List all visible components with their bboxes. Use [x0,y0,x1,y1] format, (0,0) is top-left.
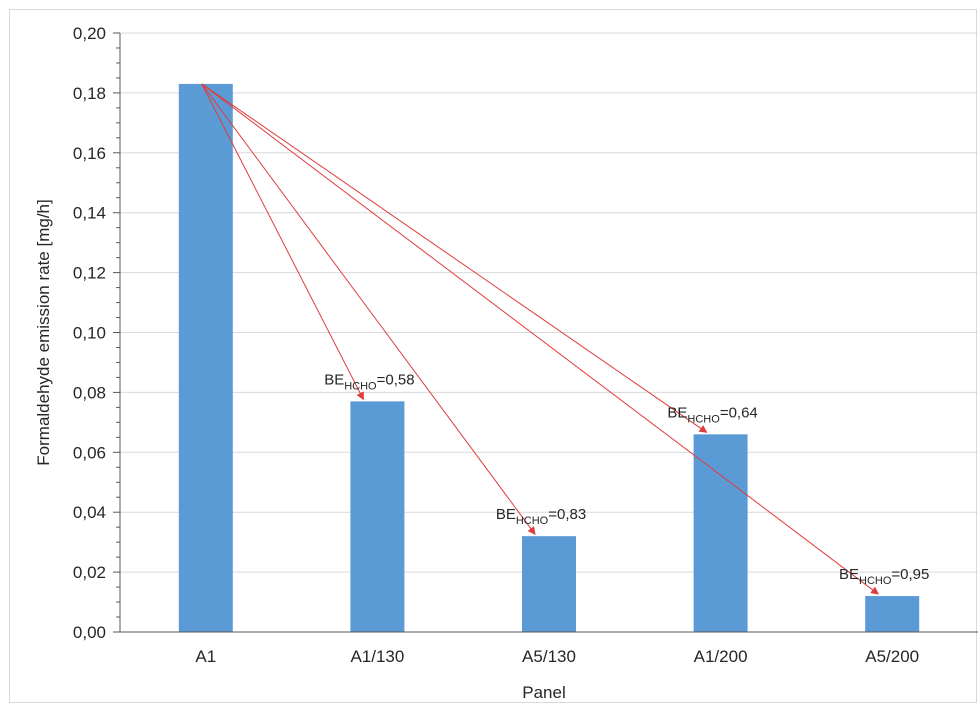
y-tick-label: 0,10 [73,324,106,343]
annotation-label: BE [839,566,859,583]
annotation-value: =0,64 [720,404,758,421]
bar-A1 [178,83,233,633]
y-tick-label: 0,14 [73,204,106,223]
y-axis-title: Formaldehyde emission rate [mg/h] [34,199,53,465]
annotation-value: =0,83 [548,506,586,523]
arrow-to-A1-130 [201,83,364,401]
annotation-subscript: HCHO [516,515,549,527]
y-tick-label: 0,08 [73,383,106,402]
annotation-subscript: HCHO [859,575,892,587]
x-tick-label: A1/130 [350,647,404,666]
bar-A1-200 [693,434,748,632]
annotation-A1-200: BEHCHO=0,64 [667,404,757,425]
annotation-label: BE [667,404,687,421]
y-tick-label: 0,16 [73,144,106,163]
arrow-to-A5-200 [201,83,879,595]
y-tick-label: 0,18 [73,84,106,103]
x-tick-label: A1 [195,647,216,666]
x-tick-label: A5/130 [522,647,576,666]
x-tick-label: A1/200 [694,647,748,666]
annotation-subscript: HCHO [687,413,720,425]
arrow-to-A1-200 [201,83,708,433]
x-tick-label: A5/200 [865,647,919,666]
annotation-subscript: HCHO [344,380,377,392]
annotation-A1-130: BEHCHO=0,58 [324,371,414,392]
y-tick-label: 0,00 [73,623,106,642]
axes [113,32,978,633]
y-tick-label: 0,20 [73,24,106,43]
arrow-to-A5-130 [201,83,536,535]
bars [178,83,920,633]
chart-frame [9,9,977,703]
labels: 0,00 0,02 0,04 0,06 0,08 0,10 0,12 0,14 0,16 0,18… [34,24,929,702]
y-tick-label: 0,04 [73,503,106,522]
bar-A5-130 [522,536,576,632]
annotation-A5-130: BEHCHO=0,83 [496,506,586,527]
y-tick-label: 0,06 [73,443,106,462]
gridlines [120,32,978,573]
annotation-label: BE [496,506,516,523]
arrows [201,83,879,595]
annotation-A5-200: BEHCHO=0,95 [839,566,929,587]
y-tick-label: 0,02 [73,563,106,582]
bar-A5-200 [865,596,920,632]
annotation-label: BE [324,371,344,388]
y-tick-label: 0,12 [73,264,106,283]
bar-A1-130 [350,401,405,632]
annotation-value: =0,95 [891,566,929,583]
x-axis-title: Panel [522,683,565,702]
annotation-value: =0,58 [377,371,415,388]
